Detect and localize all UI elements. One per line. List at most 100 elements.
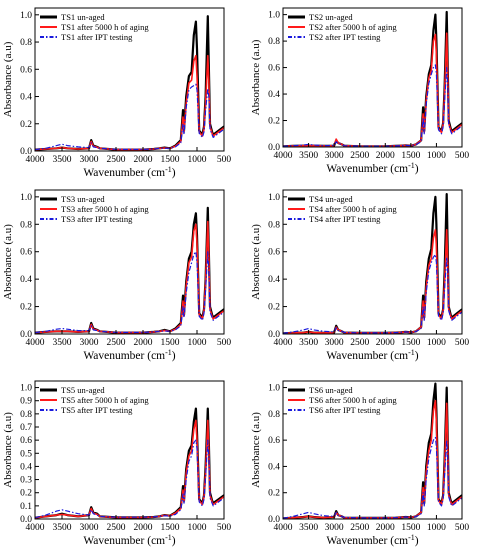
x-tick-label: 500 (455, 523, 470, 533)
x-tick-label: 4000 (26, 338, 45, 348)
y-tick-label: 1.0 (268, 193, 280, 203)
legend-label-2: TS5 after 5000 h of aging (61, 395, 149, 405)
x-tick-label: 500 (455, 338, 470, 348)
x-tick-label: 3500 (299, 151, 318, 161)
x-tick-label: 2500 (107, 523, 126, 533)
x-tick-label: 3500 (53, 155, 72, 165)
x-tick-label: 2500 (350, 338, 369, 348)
y-tick-label: 0.4 (268, 275, 280, 285)
x-tick-label: 2000 (376, 523, 395, 533)
y-tick-label: 0.8 (268, 220, 280, 230)
legend-label-3: TS2 after IPT testing (309, 32, 381, 42)
y-tick-label: 0.6 (268, 64, 280, 74)
legend-label-1: TS1 un-aged (61, 12, 105, 22)
x-tick-label: 3500 (53, 523, 72, 533)
y-tick-label: 0.0 (20, 515, 32, 525)
y-tick-label: 0.4 (20, 462, 32, 472)
x-tick-label: 1000 (188, 155, 207, 165)
y-tick-label: 1.0 (20, 384, 32, 394)
series-line-2 (283, 32, 462, 147)
x-tick-label: 4000 (26, 155, 45, 165)
y-tick-label: 0.0 (20, 330, 32, 340)
y-tick-label: 0.1 (20, 502, 32, 512)
plot-frame (282, 380, 463, 520)
x-tick-label: 500 (217, 523, 232, 533)
legend-label-2: TS6 after 5000 h of aging (309, 395, 397, 405)
x-tick-label: 3500 (299, 523, 318, 533)
x-tick-label: 1500 (161, 155, 180, 165)
y-tick-label: 0.7 (20, 423, 32, 433)
series-line-3 (283, 253, 462, 334)
y-tick-label: 0.2 (20, 489, 32, 499)
x-tick-label: 1000 (188, 523, 207, 533)
y-tick-label: 1.0 (268, 11, 280, 21)
x-tick-label: 1500 (401, 151, 420, 161)
legend-label-3: TS4 after IPT testing (309, 214, 381, 224)
y-tick-label: 0.4 (20, 275, 32, 285)
x-tick-label: 1000 (427, 151, 446, 161)
x-tick-label: 2000 (376, 338, 395, 348)
x-tick-label: 2000 (134, 523, 153, 533)
x-tick-label: 2000 (134, 338, 153, 348)
x-tick-label: 2500 (350, 523, 369, 533)
y-axis-label: Absorbance (a.u) (250, 224, 262, 300)
legend-label-2: TS1 after 5000 h of aging (61, 22, 149, 32)
legend-label-1: TS4 un-aged (309, 194, 353, 204)
y-axis-label: Absorbance (a.u) (2, 41, 14, 117)
legend-label-1: TS5 un-aged (61, 385, 105, 395)
y-tick-label: 0.6 (268, 248, 280, 258)
x-tick-label: 1500 (401, 523, 420, 533)
plot-frame (34, 380, 225, 520)
x-tick-label: 3500 (299, 338, 318, 348)
x-tick-label: 2500 (107, 155, 126, 165)
y-tick-label: 0.8 (20, 220, 32, 230)
chart-panel-1: 4000 3500 3000 2500 2000 1500 1000 500 0.0 0.2 0.4… (2, 7, 231, 179)
y-tick-label: 0.3 (20, 476, 32, 486)
x-axis-label: Wavenumber (cm-1) (83, 533, 175, 547)
x-tick-label: 1500 (401, 338, 420, 348)
chart-panel-5: 4000 3500 3000 2500 2000 1500 1000 500 0.0 0.1 0.2… (2, 380, 232, 547)
x-tick-label: 3000 (80, 155, 99, 165)
y-tick-label: 0.4 (268, 462, 280, 472)
x-tick-label: 1500 (161, 338, 180, 348)
y-tick-label: 0.6 (268, 436, 280, 446)
series-line-3 (283, 436, 462, 519)
series-line-2 (35, 220, 224, 334)
x-axis-label: Wavenumber (cm-1) (326, 348, 418, 362)
legend-label-2: TS3 after 5000 h of aging (61, 204, 149, 214)
chart-panel-2: 4000 3500 3000 2500 2000 1500 1000 500 0.0 0.2 0.4… (250, 7, 469, 175)
chart-panel-3: 4000 3500 3000 2500 2000 1500 1000 500 0.0 0.2 0.4… (2, 189, 232, 362)
x-tick-label: 2500 (350, 151, 369, 161)
y-tick-label: 0.8 (268, 410, 280, 420)
y-tick-label: 0.5 (20, 449, 32, 459)
y-tick-label: 0.6 (20, 248, 32, 258)
series-line-3 (35, 251, 224, 334)
chart-panel-6: 4000 3500 3000 2500 2000 1500 1000 500 0.0 0.2 0.4… (250, 380, 470, 547)
x-axis-label: Wavenumber (cm-1) (326, 161, 418, 175)
y-tick-label: 0.2 (20, 303, 32, 313)
y-axis-label: Absorbance (a.u) (2, 412, 14, 488)
y-tick-label: 0.2 (20, 120, 32, 130)
series-line-3 (35, 83, 224, 151)
x-tick-label: 3000 (80, 338, 99, 348)
y-axis-label: Absorbance (a.u) (2, 224, 14, 300)
chart-panel-4: 4000 3500 3000 2500 2000 1500 1000 500 0.0 0.2 0.4… (250, 189, 470, 362)
y-axis-label: Absorbance (a.u) (250, 39, 262, 115)
x-axis-label: Wavenumber (cm-1) (83, 165, 175, 179)
legend-label-1: TS3 un-aged (61, 194, 105, 204)
legend-label-3: TS6 after IPT testing (309, 405, 381, 415)
x-tick-label: 1000 (427, 523, 446, 533)
y-tick-label: 0.6 (20, 436, 32, 446)
legend-label-1: TS2 un-aged (309, 12, 353, 22)
x-tick-label: 3000 (325, 151, 344, 161)
y-tick-label: 0.9 (20, 397, 32, 407)
y-tick-label: 0.2 (268, 117, 280, 127)
legend-label-3: TS3 after IPT testing (61, 214, 133, 224)
x-tick-label: 2000 (134, 155, 153, 165)
y-tick-label: 0.8 (20, 410, 32, 420)
series-line-3 (283, 64, 462, 147)
series-line-2 (283, 229, 462, 334)
series-line-2 (283, 399, 462, 519)
x-tick-label: 500 (217, 338, 232, 348)
